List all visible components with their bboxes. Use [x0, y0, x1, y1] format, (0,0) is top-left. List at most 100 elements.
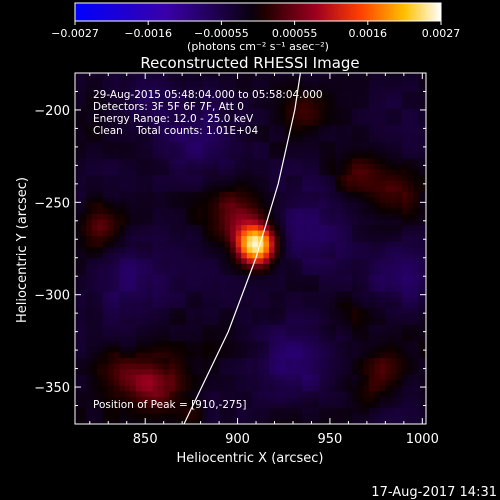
heatmap-cell	[274, 157, 281, 165]
heatmap-cell	[91, 146, 98, 154]
heatmap-cell	[141, 268, 148, 275]
heatmap-cell	[257, 368, 265, 375]
heatmap-cell	[363, 180, 370, 187]
heatmap-cell	[119, 390, 126, 397]
heatmap-cell	[280, 340, 287, 348]
heatmap-cell	[174, 401, 181, 408]
heatmap-cell	[102, 329, 109, 336]
heatmap-cell	[169, 230, 176, 237]
heatmap-cell	[97, 329, 104, 336]
heatmap-cell	[230, 141, 237, 148]
heatmap-cell	[329, 218, 337, 226]
heatmap-cell	[174, 169, 181, 176]
heatmap-cell	[268, 207, 276, 214]
heatmap-cell	[307, 130, 314, 137]
heatmap-cell	[413, 224, 420, 231]
heatmap-cell	[80, 296, 87, 303]
heatmap-cell	[357, 302, 364, 309]
heatmap-cell	[424, 196, 426, 203]
heatmap-cell	[75, 335, 82, 342]
heatmap-cell	[230, 379, 237, 386]
heatmap-cell	[390, 257, 398, 264]
heatmap-cell	[208, 169, 215, 176]
heatmap-cell	[407, 191, 414, 198]
heatmap-cell	[180, 302, 187, 309]
heatmap-cell	[213, 340, 220, 348]
heatmap-cell	[141, 412, 148, 420]
heatmap-cell	[130, 135, 137, 142]
heatmap-cell	[324, 119, 331, 126]
heatmap-cell	[385, 396, 392, 403]
heatmap-cell	[113, 257, 120, 264]
heatmap-cell	[113, 218, 120, 226]
heatmap-cell	[252, 218, 259, 226]
heatmap-cell	[185, 224, 192, 231]
heatmap-cell	[396, 313, 403, 320]
heatmap-cell	[401, 97, 409, 104]
y-tick-label: −300	[34, 289, 70, 304]
heatmap-cell	[80, 368, 87, 375]
heatmap-cell	[119, 307, 126, 314]
heatmap-cell	[285, 169, 292, 176]
heatmap-cell	[329, 412, 337, 420]
heatmap-cell	[141, 80, 148, 87]
heatmap-cell	[335, 302, 342, 309]
heatmap-cell	[390, 313, 398, 320]
heatmap-cell	[424, 113, 426, 120]
heatmap-cell	[147, 135, 154, 142]
heatmap-cell	[235, 74, 242, 81]
heatmap-cell	[180, 85, 187, 93]
heatmap-cell	[224, 174, 231, 181]
heatmap-cell	[357, 124, 364, 131]
heatmap-cell	[213, 97, 220, 104]
heatmap-cell	[252, 74, 259, 81]
heatmap-cell	[208, 263, 215, 270]
heatmap-cell	[91, 363, 98, 370]
heatmap-cell	[424, 324, 426, 331]
heatmap-cell	[374, 235, 381, 242]
heatmap-cell	[230, 268, 237, 275]
heatmap-cell	[102, 180, 109, 187]
heatmap-cell	[196, 351, 204, 359]
heatmap-cell	[191, 196, 198, 203]
heatmap-cell	[407, 335, 414, 342]
heatmap-cell	[102, 130, 109, 137]
heatmap-cell	[108, 368, 115, 375]
heatmap-cell	[335, 335, 342, 342]
heatmap-cell	[219, 174, 226, 181]
heatmap-cell	[302, 401, 309, 408]
heatmap-cell	[302, 97, 309, 104]
heatmap-cell	[235, 324, 242, 331]
heatmap-cell	[307, 102, 314, 109]
heatmap-cell	[341, 169, 348, 176]
heatmap-cell	[257, 340, 265, 348]
heatmap-cell	[119, 346, 126, 353]
heatmap-cell	[169, 401, 176, 408]
heatmap-cell	[80, 379, 87, 386]
heatmap-cell	[213, 174, 220, 181]
heatmap-cell	[108, 230, 115, 237]
heatmap-cell	[346, 390, 353, 397]
heatmap-cell	[230, 213, 237, 220]
heatmap-cell	[163, 374, 170, 381]
heatmap-cell	[379, 296, 386, 303]
heatmap-cell	[401, 296, 409, 303]
heatmap-cell	[124, 412, 132, 420]
heatmap-cell	[274, 257, 281, 264]
heatmap-cell	[363, 329, 370, 336]
heatmap-cell	[401, 207, 409, 214]
heatmap-cell	[196, 302, 204, 309]
heatmap-cell	[185, 263, 192, 270]
heatmap-cell	[280, 202, 287, 209]
heatmap-cell	[152, 102, 159, 109]
heatmap-cell	[185, 257, 192, 264]
heatmap-cell	[113, 196, 120, 203]
heatmap-cell	[363, 313, 370, 320]
heatmap-cell	[230, 152, 237, 159]
heatmap-cell	[396, 169, 403, 176]
heatmap-cell	[329, 351, 337, 359]
heatmap-cell	[241, 108, 248, 115]
heatmap-cell	[379, 307, 386, 314]
heatmap-cell	[224, 374, 231, 381]
heatmap-cell	[335, 224, 342, 231]
